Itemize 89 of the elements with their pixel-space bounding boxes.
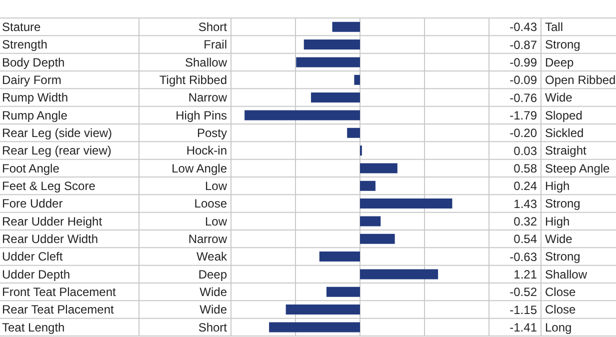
text: Strong [545, 38, 580, 52]
text: Posty [196, 126, 227, 140]
text: Steep Angle [545, 161, 610, 176]
text: Wide [545, 90, 573, 105]
text: Loose [194, 196, 228, 211]
y-tick-label: Udder Depth [2, 267, 70, 282]
y-tick-label: Rump Angle [2, 108, 68, 122]
text: Low [204, 214, 228, 228]
text: Frail [204, 38, 227, 52]
text: Sickled [545, 126, 584, 140]
bar [347, 128, 360, 138]
bar [354, 74, 360, 85]
y-tick-label: Rear Udder Width [2, 232, 98, 246]
data-label: -0.76 [510, 90, 538, 105]
bar [286, 304, 360, 315]
bar [304, 40, 360, 50]
text: Weak [196, 250, 228, 264]
text: Open Ribbed [545, 73, 616, 88]
bar [360, 234, 395, 244]
bar [269, 322, 360, 332]
y-tick-label: Stature [2, 20, 42, 34]
y-tick-label: Feet & Leg Score [2, 179, 96, 194]
y-tick-label: Rump Width [2, 90, 68, 105]
text: Narrow [188, 232, 228, 246]
text: High [545, 214, 570, 228]
data-label: 0.03 [514, 144, 538, 158]
data-label: -1.41 [510, 320, 538, 334]
bar [360, 269, 438, 280]
bar [319, 252, 360, 262]
text: Shallow [545, 267, 588, 282]
y-tick-label: Teat Length [2, 320, 65, 334]
text: Close [545, 302, 576, 317]
bar [244, 110, 360, 120]
y-tick-label: Rear Leg (side view) [2, 126, 112, 140]
y-tick-label: Rear Teat Placement [2, 302, 115, 317]
bar [326, 286, 360, 297]
text: Shallow [184, 55, 228, 70]
y-tick-label: Udder Cleft [2, 250, 64, 264]
text: Low Angle [172, 161, 228, 176]
y-tick-label: Fore Udder [2, 196, 63, 211]
data-label: -0.43 [510, 20, 538, 34]
data-label: -1.15 [510, 302, 538, 317]
text: Tall [545, 20, 564, 34]
y-tick-label: Dairy Form [2, 73, 62, 88]
text: Deep [198, 267, 228, 282]
y-tick-label: Rear Udder Height [2, 214, 103, 228]
data-label: -0.87 [510, 38, 538, 52]
bar [360, 180, 376, 191]
text: Long [545, 320, 572, 334]
data-label: 0.24 [514, 179, 538, 194]
text: Strong [545, 250, 580, 264]
data-label: 1.21 [514, 267, 538, 282]
bar [360, 163, 398, 174]
y-tick-label: Front Teat Placement [2, 285, 116, 300]
text: High [545, 179, 570, 194]
text: Short [198, 20, 228, 34]
data-label: 0.58 [514, 161, 538, 176]
data-label: -0.99 [510, 55, 538, 70]
text: Strong [545, 196, 580, 211]
data-label: 0.32 [514, 214, 538, 228]
text: Sloped [545, 108, 582, 122]
data-label: 0.54 [514, 232, 538, 246]
data-label: -0.52 [510, 285, 538, 300]
data-label: -0.20 [510, 126, 538, 140]
text: Low [204, 179, 228, 194]
data-label: -1.79 [510, 108, 538, 122]
y-tick-label: Body Depth [2, 55, 65, 70]
bar [332, 22, 360, 32]
text: Deep [545, 55, 574, 70]
text: Straight [545, 144, 588, 158]
text: Narrow [188, 90, 228, 105]
text: High Pins [176, 108, 227, 122]
text: Close [545, 285, 576, 300]
text: Short [198, 320, 228, 334]
text: Hock-in [186, 144, 227, 158]
data-label: -0.63 [510, 250, 538, 264]
text: Wide [545, 232, 573, 246]
y-tick-label: Rear Leg (rear view) [2, 144, 112, 158]
bar [360, 198, 452, 209]
bar [360, 216, 381, 226]
bar [296, 57, 360, 68]
bar [310, 92, 360, 103]
text: Tight Ribbed [159, 73, 227, 88]
text: Wide [200, 285, 228, 300]
data-label: -0.09 [510, 73, 538, 88]
y-tick-label: Strength [2, 38, 48, 52]
data-label: 1.43 [514, 196, 538, 211]
text: Wide [200, 302, 228, 317]
y-tick-label: Foot Angle [2, 161, 60, 176]
